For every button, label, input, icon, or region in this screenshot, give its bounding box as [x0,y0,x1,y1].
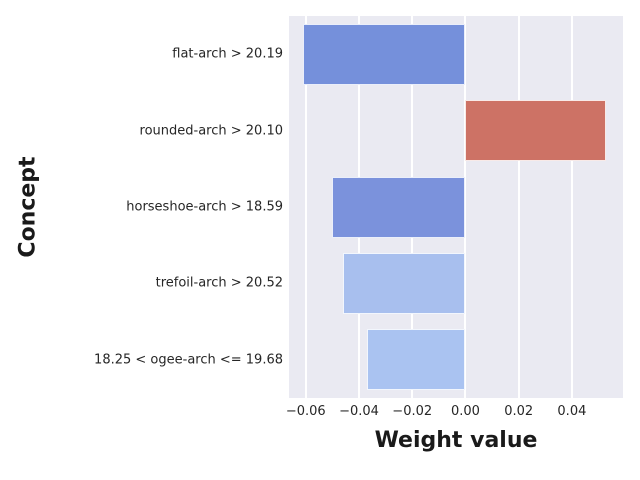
x-tick-label: −0.02 [392,404,433,419]
x-tick-label: 0.00 [450,404,480,419]
x-tick-label: −0.04 [339,404,379,419]
bar [343,253,466,314]
bar [366,329,466,390]
category-label: flat-arch > 20.19 [172,46,283,62]
gridline [517,16,520,398]
bar [465,100,607,161]
x-axis-label: Weight value [374,428,538,453]
category-label: trefoil-arch > 20.52 [155,275,283,291]
x-tick-label: −0.06 [285,404,326,419]
x-tick-label: 0.04 [557,404,587,419]
bar [332,177,466,238]
gridline [570,16,573,398]
bar [303,24,466,85]
plot-area [289,16,623,398]
category-label: rounded-arch > 20.10 [139,123,283,139]
gridline [304,16,307,398]
x-tick-label: 0.02 [504,404,534,419]
category-label: 18.25 < ogee-arch <= 19.68 [94,352,283,368]
y-axis-label: Concept [15,156,41,258]
gridline [464,16,467,398]
category-label: horseshoe-arch > 18.59 [126,199,283,215]
